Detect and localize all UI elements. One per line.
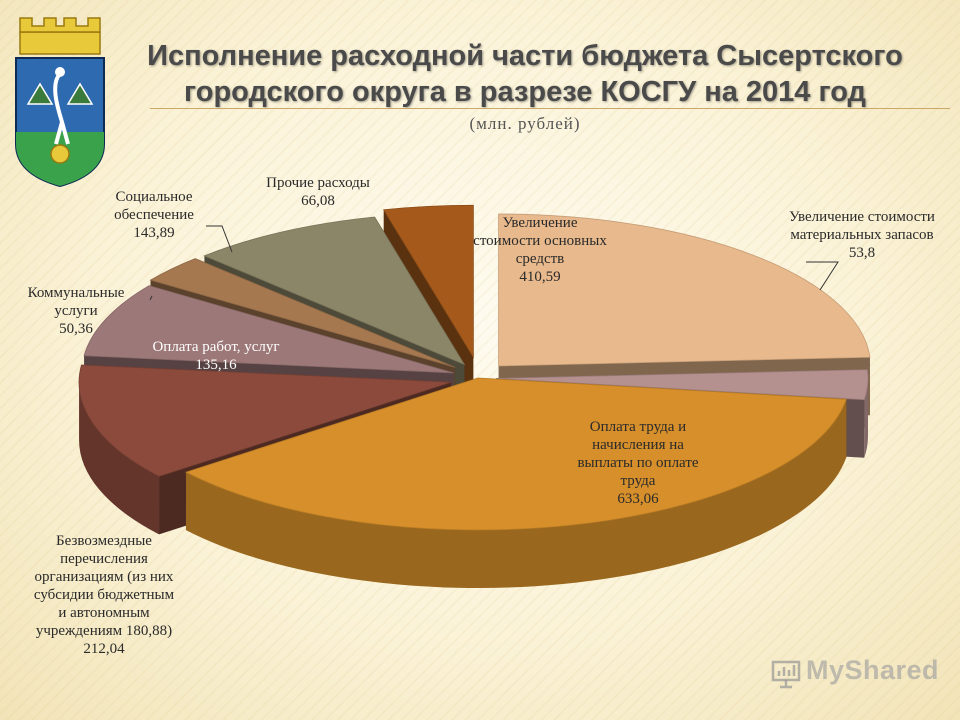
slice-label: Прочие расходы 66,08 (266, 174, 370, 210)
pie-slice-0 (498, 213, 871, 367)
slice-label-line: Прочие расходы (266, 175, 370, 191)
page-title: Исполнение расходной части бюджета Сысер… (120, 38, 930, 110)
pie-slice-3 (78, 364, 452, 477)
leader-line (206, 225, 233, 253)
title-line-1: Исполнение расходной части бюджета Сысер… (147, 40, 903, 72)
pie-slice-6 (203, 216, 466, 366)
slice-label-line: Коммунальные (27, 285, 125, 301)
title-divider (150, 108, 950, 109)
slice-label-line: и автономным (58, 605, 150, 621)
slice-label-line: субсидии бюджетным (33, 587, 175, 603)
slice-label: Увеличение стоимости основных средств 410,5… (473, 214, 607, 286)
pie-slice-1 (495, 369, 869, 401)
pie-slice-7 (383, 204, 474, 359)
presentation-icon (771, 660, 801, 689)
slice-label: Социальное обеспечение 143,89 (114, 188, 194, 242)
slice-value: 410,59 (519, 269, 561, 285)
pie-slice-rim (185, 399, 847, 588)
title-line-2: городского округа в разрезе КОСГУ на 201… (184, 76, 866, 108)
watermark: MyShared (806, 655, 940, 685)
slice-label-line: учреждениям 180,88) (35, 623, 173, 639)
slice-label-line: организациям (из них (34, 569, 174, 585)
pie-slice-5 (149, 258, 456, 368)
slice-label-line: Оплата труда и (589, 419, 687, 435)
pie-slice-2 (184, 377, 847, 531)
page-subtitle: (млн. рублей) (469, 114, 581, 133)
slice-label: Безвозмездные перечисления организациям (и… (34, 532, 174, 658)
slice-label-line: Безвозмездные (56, 533, 152, 549)
slice-label: Оплата труда и начисления на выплаты по оп… (577, 418, 698, 508)
leader-line (806, 261, 839, 291)
slice-label-line: услуги (54, 303, 98, 319)
slice-value: 135,16 (195, 357, 237, 373)
slice-label-line: труда (620, 473, 656, 489)
pie-slice-4 (83, 285, 454, 374)
slice-label-line: перечисления (60, 551, 148, 567)
slice-label-line: материальных запасов (790, 227, 934, 243)
slice-value: 50,36 (59, 321, 93, 337)
slice-label-line: Увеличение стоимости (789, 209, 935, 225)
slice-value: 53,8 (848, 245, 876, 261)
slice-label-line: начисления на (592, 437, 684, 453)
slice-label: Увеличение стоимости материальных запасов… (789, 208, 935, 262)
slice-label-line: Увеличение (502, 215, 578, 231)
slice-label: Оплата работ, услуг 135,16 (152, 338, 279, 374)
slice-value: 143,89 (133, 225, 175, 241)
pie-slice-rim (79, 382, 160, 535)
coat-of-arms-icon (15, 17, 105, 188)
pie-slice-rim (864, 378, 868, 458)
slice-label: Коммунальные услуги 50,36 (28, 284, 125, 338)
slice-value: 633,06 (617, 491, 659, 507)
leader-line (149, 295, 153, 301)
slice-value: 66,08 (301, 193, 335, 209)
slice-label-line: стоимости основных (473, 233, 607, 249)
slice-label-line: Оплата работ, услуг (152, 339, 280, 355)
slice-label-line: Социальное (115, 189, 193, 205)
slice-label-line: обеспечение (114, 207, 194, 223)
slice-label-line: выплаты по оплате (577, 455, 699, 471)
slice-value: 212,04 (83, 641, 125, 657)
slice-label-line: средств (515, 251, 565, 267)
